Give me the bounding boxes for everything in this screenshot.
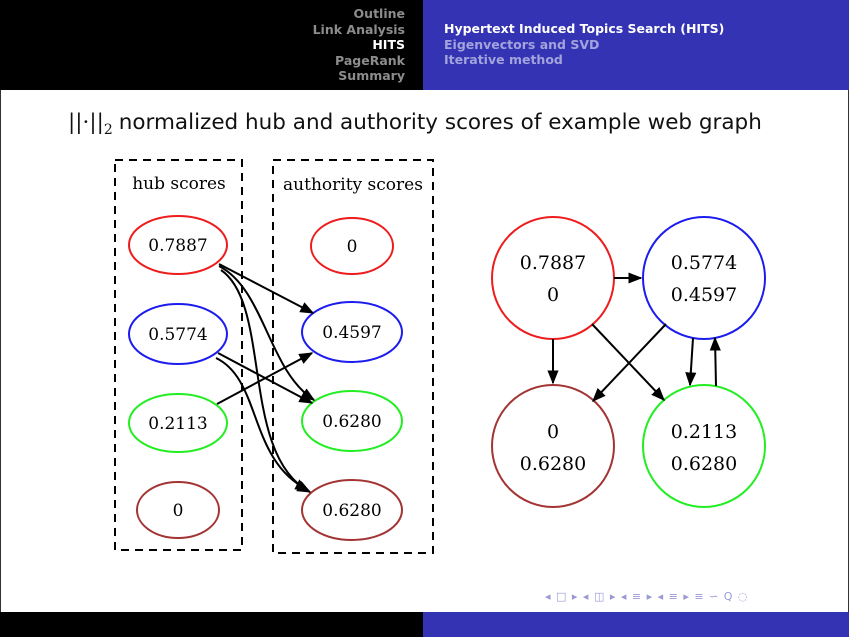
hub-node-1: 0.7887 [128, 215, 228, 275]
graph-hub-value: 0.7887 [520, 252, 586, 274]
subsection-item-iterative[interactable]: Iterative method [444, 52, 563, 67]
authority-node-2: 0.4597 [301, 301, 403, 363]
graph-hub-value: 0.2113 [671, 421, 737, 443]
footer-right-bar [423, 612, 849, 637]
subsection-item-hits[interactable]: Hypertext Induced Topics Search (HITS) [444, 21, 725, 36]
hub-value: 0.7887 [148, 236, 207, 256]
authority-value: 0.6280 [322, 501, 381, 521]
graph-authority-value: 0.4597 [671, 284, 737, 306]
graph-node-4: 0.2113 0.6280 [642, 384, 766, 508]
section-item-hits[interactable]: HITS [372, 37, 405, 52]
hub-scores-box [114, 159, 243, 551]
edge-hub3-auth2 [216, 352, 314, 405]
edge-node1-node4 [591, 323, 665, 402]
footer-left-bar [0, 612, 423, 637]
edge-node2-node4 [685, 337, 697, 387]
graph-authority-value: 0.6280 [520, 453, 586, 475]
hub-scores-label: hub scores [132, 174, 226, 194]
subsection-list: Hypertext Induced Topics Search (HITS) E… [444, 21, 724, 68]
norm-symbol: ||·|| [68, 110, 104, 135]
edge-node2-node3 [592, 323, 667, 403]
authority-value: 0.6280 [322, 412, 381, 432]
graph-authority-value: 0 [547, 284, 559, 306]
graph-hub-value: 0.5774 [671, 252, 737, 274]
hub-value: 0.5774 [148, 325, 207, 345]
authority-value: 0.4597 [322, 323, 381, 343]
authority-node-4: 0.6280 [301, 479, 403, 541]
hub-value: 0 [173, 501, 184, 521]
section-item-pagerank[interactable]: PageRank [335, 52, 405, 68]
norm-subscript: 2 [103, 122, 113, 138]
hub-node-3: 0.2113 [128, 393, 228, 453]
slide-title-text: normalized hub and authority scores of e… [118, 110, 762, 135]
edge-hub2-auth4 [215, 357, 310, 491]
edge-hub1-auth4 [220, 269, 312, 493]
section-item-outline[interactable]: Outline [353, 6, 405, 21]
hub-value: 0.2113 [148, 414, 207, 434]
authority-scores-label: authority scores [283, 175, 423, 195]
authority-node-1: 0 [310, 217, 394, 275]
graph-hub-value: 0 [547, 421, 559, 443]
graph-node-3: 0 0.6280 [491, 384, 615, 508]
edge-hub1-auth3 [218, 265, 316, 401]
section-navigation: Outline Link Analysis HITS PageRank Summ… [0, 0, 423, 90]
hub-node-2: 0.5774 [128, 303, 228, 365]
section-item-link-analysis[interactable]: Link Analysis [312, 21, 405, 37]
graph-node-1: 0.7887 0 [491, 216, 615, 340]
edge-hub1-auth2 [218, 263, 315, 314]
subsection-item-eigenvectors[interactable]: Eigenvectors and SVD [444, 36, 600, 52]
authority-value: 0 [347, 237, 358, 257]
edge-node4-node2 [709, 336, 721, 387]
section-item-summary[interactable]: Summary [338, 68, 405, 83]
bipartite-edges [215, 263, 316, 493]
subsection-navigation: Hypertext Induced Topics Search (HITS) E… [423, 0, 849, 90]
slide-title: ||·||2 normalized hub and authority score… [68, 110, 762, 138]
beamer-navigation-controls[interactable]: ◂ □ ▸ ◂ ◫ ▸ ◂ ≡ ▸ ◂ ≡ ▸ ≡ ∽ Q ◌ [545, 590, 749, 603]
authority-scores-box [272, 159, 434, 554]
header: Outline Link Analysis HITS PageRank Summ… [0, 0, 849, 90]
graph-edges [547, 272, 721, 403]
authority-node-3: 0.6280 [301, 390, 403, 452]
section-list: Outline Link Analysis HITS PageRank Summ… [313, 6, 405, 84]
graph-authority-value: 0.6280 [671, 453, 737, 475]
hub-node-4: 0 [136, 481, 220, 539]
graph-node-2: 0.5774 0.4597 [642, 216, 766, 340]
